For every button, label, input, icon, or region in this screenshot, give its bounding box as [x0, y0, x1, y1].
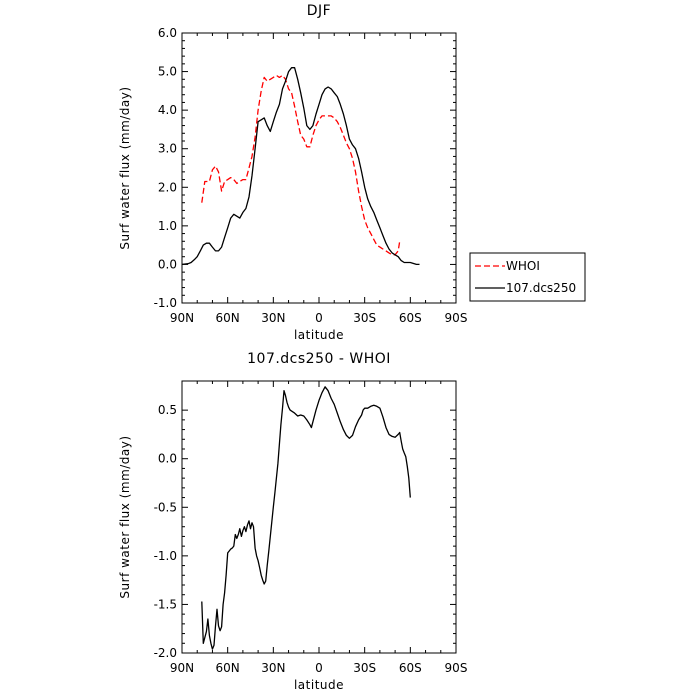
legend-label: WHOI	[506, 259, 540, 273]
panel-top: DJF -1.0 0.0 1.0 2.0 3.0 4.0 5.0 6.0 90N 60N 30N 0 30…	[118, 3, 586, 342]
x-tick-label: 90N	[170, 311, 194, 325]
x-tick-label: 0	[315, 311, 323, 325]
y-tick-label: -1.5	[154, 597, 177, 611]
y-tick-label: 6.0	[158, 26, 177, 40]
y-axis-label: Surf water flux (mm/day)	[118, 435, 132, 598]
panel-bottom: 107.dcs250 - WHOI -2.0 -1.5 -1.0 -0.5 0.0 0.5 9…	[118, 351, 467, 692]
panel-title: DJF	[307, 3, 331, 19]
x-tick-label: 60N	[216, 311, 240, 325]
x-axis-label: latitude	[294, 328, 344, 342]
y-tick-label: 0.0	[158, 257, 177, 271]
x-tick-label: 30N	[261, 661, 285, 675]
series-line-whoi	[201, 74, 401, 256]
series-line-107-dcs250	[181, 67, 420, 266]
legend-label: 107.dcs250	[506, 281, 576, 295]
x-tick-label: 60S	[399, 661, 422, 675]
y-tick-label: 2.0	[158, 180, 177, 194]
y-tick-label: 1.0	[158, 219, 177, 233]
y-tick-label: -1.0	[154, 296, 177, 310]
x-tick-label: 90N	[170, 661, 194, 675]
y-tick-label: -1.0	[154, 549, 177, 563]
x-tick-label: 30N	[261, 311, 285, 325]
y-tick-label: -0.5	[154, 500, 177, 514]
x-tick-label: 0	[315, 661, 323, 675]
y-tick-label: 4.0	[158, 103, 177, 117]
x-tick-label: 60N	[216, 661, 240, 675]
y-axis-label: Surf water flux (mm/day)	[118, 86, 132, 249]
y-tick-label: -2.0	[154, 646, 177, 660]
series-line-difference	[201, 386, 411, 650]
y-tick-label: 0.5	[158, 403, 177, 417]
x-tick-label: 90S	[445, 661, 468, 675]
x-tick-label: 90S	[445, 311, 468, 325]
x-tick-label: 30S	[353, 661, 376, 675]
x-axis-label: latitude	[294, 678, 344, 692]
y-tick-label: 5.0	[158, 65, 177, 79]
x-tick-label: 60S	[399, 311, 422, 325]
panel-title: 107.dcs250 - WHOI	[247, 351, 391, 367]
y-tick-label: 3.0	[158, 142, 177, 156]
legend: WHOI 107.dcs250	[469, 252, 586, 302]
y-tick-label: 0.0	[158, 452, 177, 466]
legend-box	[469, 252, 586, 302]
x-tick-label: 30S	[353, 311, 376, 325]
plot-frame	[181, 32, 457, 304]
